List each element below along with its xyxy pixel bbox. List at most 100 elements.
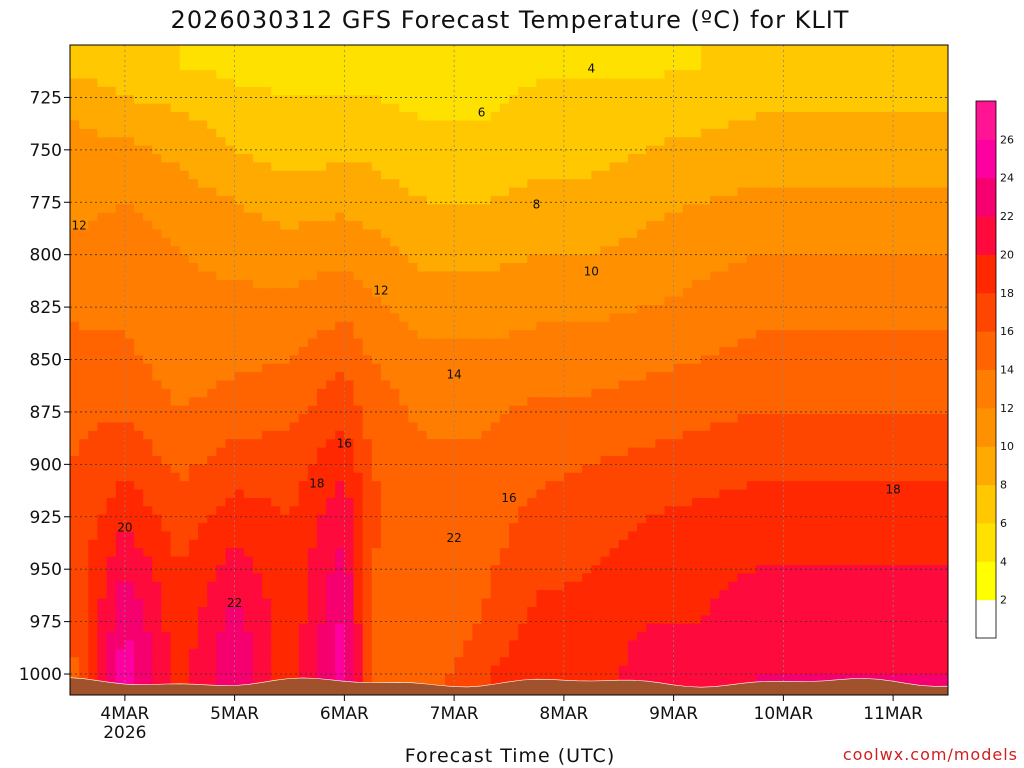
- temperature-cell: [408, 447, 419, 457]
- temperature-cell: [243, 372, 254, 382]
- temperature-cell: [70, 187, 80, 197]
- temperature-cell: [280, 338, 291, 348]
- temperature-cell: [426, 195, 437, 205]
- temperature-cell: [88, 78, 99, 88]
- temperature-cell: [216, 305, 227, 314]
- temperature-cell: [106, 229, 117, 239]
- temperature-cell: [618, 45, 629, 54]
- temperature-cell: [289, 246, 300, 256]
- temperature-cell: [216, 271, 227, 281]
- temperature-cell: [335, 598, 345, 608]
- temperature-cell: [609, 162, 620, 172]
- temperature-cell: [554, 489, 565, 499]
- temperature-cell: [353, 472, 364, 482]
- temperature-cell: [326, 254, 336, 264]
- temperature-cell: [472, 313, 483, 323]
- temperature-cell: [362, 78, 373, 88]
- temperature-cell: [554, 397, 565, 407]
- temperature-cell: [298, 45, 309, 54]
- temperature-cell: [573, 388, 583, 398]
- temperature-cell: [152, 439, 163, 449]
- temperature-cell: [380, 648, 391, 658]
- temperature-cell: [106, 212, 117, 222]
- temperature-cell: [472, 455, 483, 465]
- temperature-cell: [316, 665, 327, 675]
- temperature-cell: [472, 590, 483, 600]
- temperature-cell: [152, 464, 163, 474]
- temperature-cell: [509, 254, 519, 264]
- temperature-cell: [188, 321, 199, 331]
- temperature-cell: [472, 598, 483, 608]
- temperature-cell: [362, 179, 373, 189]
- temperature-cell: [609, 615, 620, 625]
- temperature-cell: [97, 145, 108, 155]
- temperature-cell: [353, 237, 364, 247]
- temperature-cell: [444, 263, 455, 273]
- temperature-cell: [481, 279, 492, 289]
- temperature-cell: [280, 648, 291, 658]
- temperature-cell: [134, 623, 144, 633]
- temperature-cell: [518, 321, 528, 331]
- temperature-cell: [234, 204, 245, 214]
- temperature-cell: [454, 497, 464, 507]
- temperature-cell: [262, 45, 272, 54]
- temperature-cell: [499, 338, 510, 348]
- temperature-cell: [97, 380, 108, 390]
- temperature-cell: [243, 632, 254, 642]
- temperature-cell: [280, 95, 291, 105]
- temperature-cell: [225, 78, 236, 88]
- temperature-cell: [609, 187, 620, 197]
- temperature-cell: [536, 254, 547, 264]
- temperature-cell: [390, 556, 400, 566]
- temperature-cell: [637, 455, 647, 465]
- temperature-cell: [627, 455, 638, 465]
- temperature-cell: [435, 305, 446, 314]
- temperature-cell: [399, 45, 409, 54]
- temperature-cell: [252, 313, 263, 323]
- temperature-cell: [509, 288, 519, 298]
- temperature-cell: [97, 346, 108, 356]
- temperature-cell: [234, 263, 245, 273]
- temperature-cell: [499, 154, 510, 164]
- temperature-cell: [627, 70, 638, 80]
- temperature-cell: [591, 640, 602, 650]
- temperature-cell: [307, 162, 318, 172]
- temperature-cell: [170, 481, 181, 491]
- temperature-cell: [609, 296, 620, 306]
- temperature-cell: [143, 137, 153, 147]
- temperature-cell: [70, 405, 80, 415]
- temperature-cell: [435, 481, 446, 491]
- temperature-cell: [353, 372, 364, 382]
- temperature-cell: [435, 86, 446, 96]
- temperature-cell: [371, 296, 382, 306]
- temperature-cell: [298, 665, 309, 675]
- temperature-cell: [170, 439, 181, 449]
- temperature-cell: [280, 606, 291, 616]
- temperature-cell: [97, 61, 108, 71]
- temperature-cell: [207, 439, 217, 449]
- temperature-cell: [646, 523, 656, 533]
- temperature-cell: [573, 657, 583, 667]
- temperature-cell: [115, 464, 126, 474]
- temperature-cell: [88, 640, 99, 650]
- temperature-cell: [554, 271, 565, 281]
- temperature-cell: [582, 539, 592, 549]
- temperature-cell: [609, 523, 620, 533]
- temperature-cell: [88, 539, 99, 549]
- temperature-cell: [637, 263, 647, 273]
- temperature-cell: [262, 447, 272, 457]
- temperature-cell: [124, 414, 135, 424]
- temperature-cell: [463, 422, 474, 432]
- temperature-cell: [627, 648, 638, 658]
- temperature-cell: [79, 565, 89, 574]
- temperature-cell: [426, 271, 437, 281]
- temperature-cell: [591, 103, 602, 113]
- temperature-cell: [115, 212, 126, 222]
- temperature-cell: [344, 103, 355, 113]
- temperature-cell: [280, 539, 291, 549]
- temperature-cell: [188, 481, 199, 491]
- temperature-cell: [426, 598, 437, 608]
- temperature-cell: [115, 615, 126, 625]
- temperature-cell: [609, 657, 620, 667]
- temperature-cell: [280, 455, 291, 465]
